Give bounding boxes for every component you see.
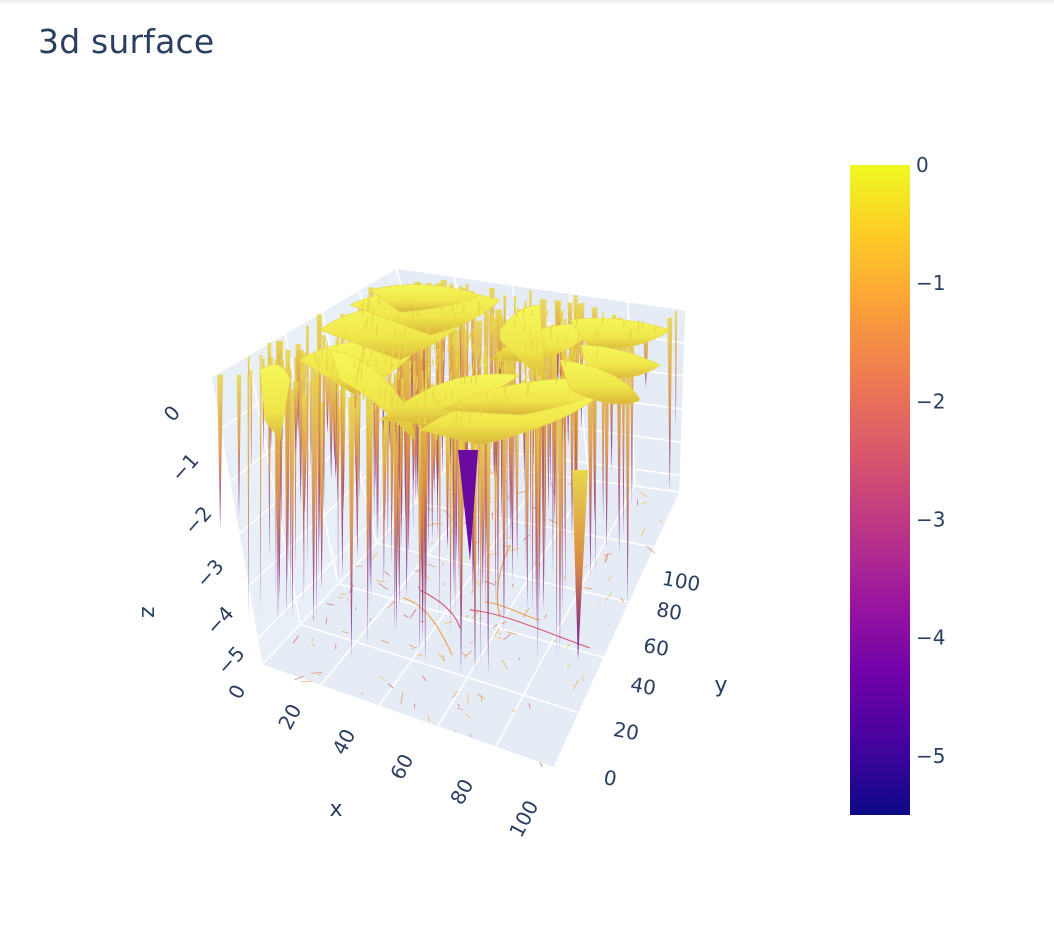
chart-title: 3d surface: [38, 22, 215, 61]
colorbar-tick-label: −4: [916, 626, 945, 650]
y-axis-title: y: [714, 673, 727, 698]
y-tick-label: 100: [660, 566, 702, 596]
x-tick-label: 80: [445, 775, 478, 809]
y-tick-label: 20: [612, 717, 641, 745]
z-tick-label: −5: [212, 641, 250, 679]
x-tick-label: 0: [223, 680, 250, 703]
z-axis-title: z: [136, 606, 161, 618]
colorbar-ticks: 0 −1 −2 −3 −4 −5: [916, 153, 945, 768]
colorbar-tick-label: −5: [916, 744, 945, 768]
y-tick-label: 0: [602, 765, 619, 791]
colorbar-tick-label: −2: [916, 389, 945, 413]
z-tick-label: −4: [201, 601, 239, 639]
y-tick-label: 60: [642, 633, 671, 661]
x-tick-label: 60: [385, 750, 418, 784]
x-tick-label: 20: [273, 700, 306, 734]
y-tick-label: 80: [655, 597, 684, 625]
z-tick-label: −2: [179, 501, 217, 539]
colorbar: [850, 165, 910, 815]
colorbar-tick-label: 0: [916, 153, 929, 177]
y-tick-label: 40: [629, 672, 658, 700]
z-tick-label: −1: [166, 448, 204, 486]
x-tick-label: 100: [504, 796, 543, 841]
colorbar-tick-label: −1: [916, 271, 945, 295]
z-tick-label: −3: [191, 554, 229, 592]
colorbar-tick-label: −3: [916, 508, 945, 532]
top-shadow: [0, 0, 1054, 6]
surface-mesh: [217, 280, 677, 767]
x-tick-label: 40: [327, 725, 360, 759]
z-tick-label: 0: [159, 401, 185, 427]
x-axis-title: x: [329, 797, 342, 822]
